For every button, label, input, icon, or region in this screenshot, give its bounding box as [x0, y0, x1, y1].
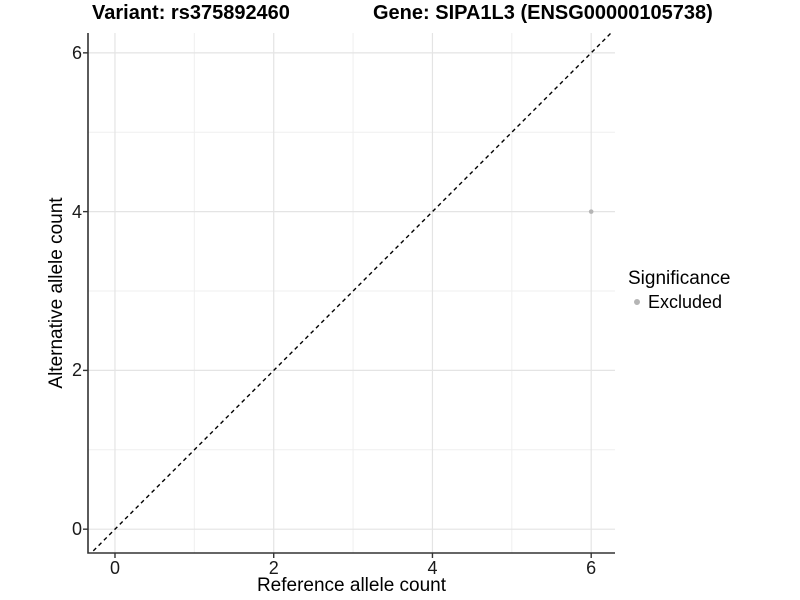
legend-entry-label: Excluded: [648, 292, 723, 312]
legend-entries: Excluded: [628, 291, 730, 313]
gene-title: Gene: SIPA1L3 (ENSG00000105738): [373, 2, 713, 24]
x-tick-label: 0: [109, 558, 120, 578]
x-tick-label: 4: [427, 558, 438, 578]
y-tick-label: 2: [71, 360, 82, 381]
y-tick-label: 0: [71, 519, 82, 540]
legend-entry: Excluded: [628, 291, 730, 313]
legend: Significance Excluded: [628, 267, 730, 313]
x-tick-label: 6: [586, 558, 597, 578]
y-tick-label: 6: [71, 42, 82, 63]
legend-title: Significance: [628, 268, 731, 289]
x-axis-title: Reference allele count: [256, 575, 447, 596]
data-point: [588, 209, 594, 214]
x-tick-label: 2: [268, 558, 279, 578]
legend-key: [628, 293, 646, 311]
identity-line: [90, 33, 613, 553]
variant-title: Variant: rs375892460: [92, 2, 290, 24]
axis-lines: [87, 33, 615, 554]
legend-point-icon: [634, 299, 640, 305]
y-axis-title: Alternative allele count: [46, 197, 67, 389]
y-tick-label: 4: [71, 201, 82, 222]
